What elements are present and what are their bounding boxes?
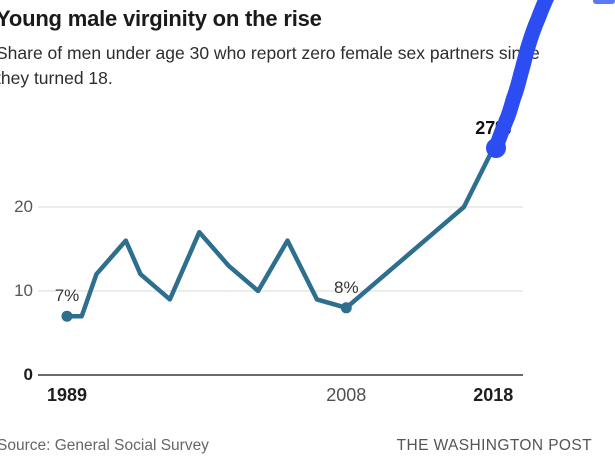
publisher-wordmark: THE WASHINGTON POST [396,437,592,454]
ink-annotation-stroke [488,0,554,156]
data-label-1989: 7% [54,286,80,306]
x-tick-2008: 2008 [326,385,367,405]
chart-title: Young male virginity on the rise [0,6,322,31]
data-point-marker-1989 [61,310,73,322]
data-label-2008: 8% [334,277,359,297]
x-tick-1989: 1989 [46,385,88,405]
trend-line [64,145,496,319]
chart-subtitle-line-2: they turned 18. [0,68,113,88]
x-tick-2018: 2018 [473,385,514,405]
y-tick-0: 0 [23,365,33,384]
chart-header: Young male virginity on the rise Share o… [0,6,615,91]
ink-corner-fragment [593,0,615,4]
y-tick-10: 10 [14,281,33,300]
chart-subtitle-line-1: Share of men under age 30 who report zer… [0,43,540,63]
data-point-marker-2008 [340,302,352,314]
y-tick-20: 20 [14,197,33,216]
source-credit: Source: General Social Survey [0,437,209,454]
